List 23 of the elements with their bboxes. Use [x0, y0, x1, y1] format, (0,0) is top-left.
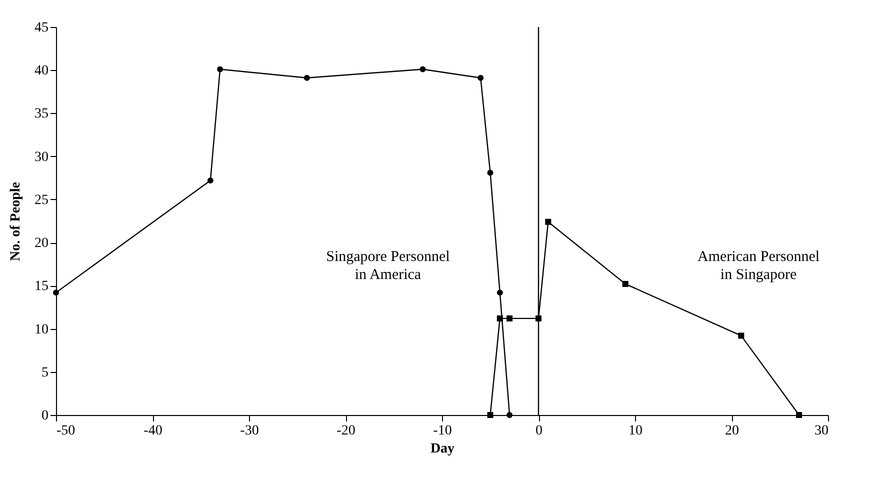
- y-tick-label: 45: [34, 20, 48, 36]
- y-tick-label: 35: [34, 106, 48, 122]
- x-tick-label: 10: [628, 424, 642, 438]
- x-tick-label: -50: [56, 424, 76, 438]
- x-tick-label: 0: [536, 424, 542, 438]
- x-tick-label: -30: [240, 424, 259, 438]
- x-tick-label: -20: [336, 424, 356, 438]
- annotation: American Personnel in Singapore: [697, 248, 820, 283]
- x-tick-label: 20: [725, 424, 739, 438]
- y-tick-label: 15: [34, 279, 48, 294]
- y-tick-label: 20: [34, 236, 48, 252]
- y-tick-label: 0: [42, 408, 48, 424]
- y-tick-label: 10: [34, 322, 48, 338]
- x-axis-title: Day: [430, 442, 455, 456]
- x-tick-label: -10: [433, 424, 452, 438]
- y-tick-label: 25: [34, 192, 48, 208]
- x-tick-label: 30: [814, 424, 828, 438]
- x-tick-label: -40: [144, 424, 162, 438]
- annotation: Singapore Personnel in America: [326, 248, 450, 283]
- y-tick-label: 5: [42, 365, 48, 380]
- y-tick-label: 30: [34, 150, 48, 165]
- y-axis-title: No. of People: [8, 182, 24, 261]
- y-tick-label: 40: [34, 64, 48, 79]
